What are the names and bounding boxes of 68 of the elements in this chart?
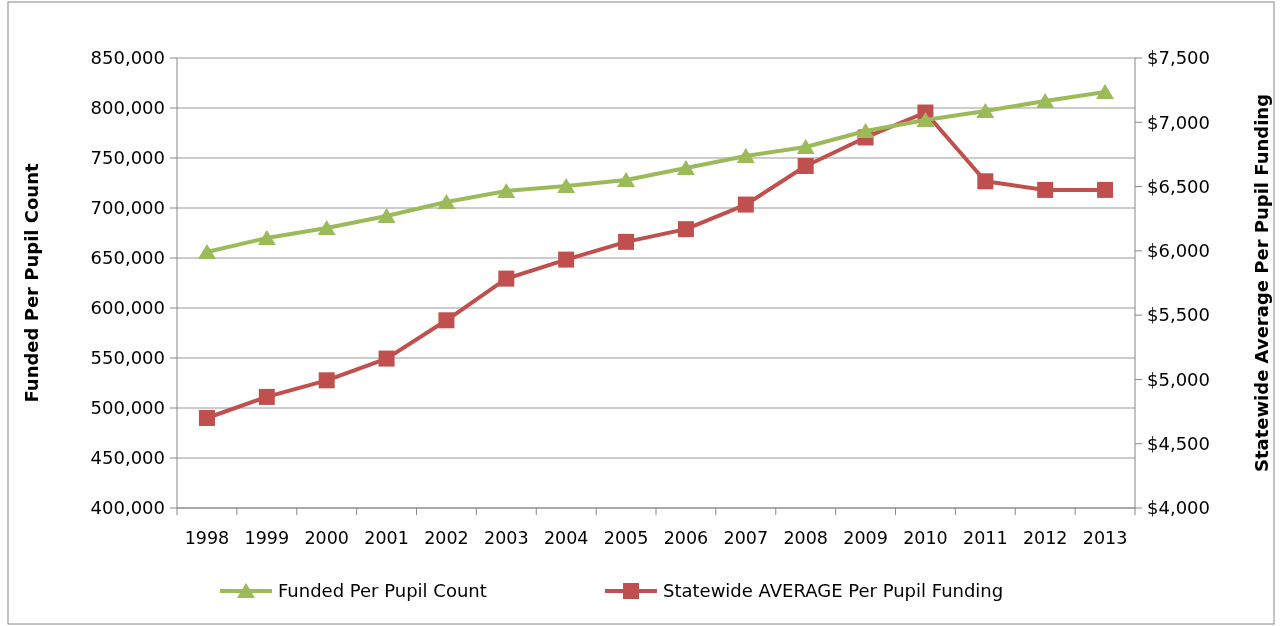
y2-tick-label: $4,500 <box>1147 433 1210 455</box>
point <box>198 410 215 426</box>
x-tick-label: 2003 <box>484 528 529 548</box>
point <box>317 220 336 235</box>
x-tick-label: 1998 <box>184 528 230 548</box>
point <box>1037 181 1054 198</box>
x-tick-label: 1999 <box>244 528 290 548</box>
y2-tick-label: $7,000 <box>1147 111 1210 133</box>
x-tick-label: 2005 <box>603 528 649 548</box>
point <box>1097 181 1114 198</box>
point <box>258 388 275 405</box>
point <box>377 208 396 223</box>
y-axis-title: Funded Per Pupil Count <box>21 163 42 403</box>
y2-tick-label: $5,000 <box>1147 368 1210 390</box>
y-tick-label: 400,000 <box>90 497 165 519</box>
point <box>618 233 635 250</box>
y2-tick-label: $4,000 <box>1147 497 1210 519</box>
point <box>797 158 814 174</box>
x-tick-label: 2000 <box>304 528 349 548</box>
point <box>378 350 395 367</box>
point <box>916 112 935 127</box>
x-tick-label: 2001 <box>364 528 409 548</box>
point <box>498 270 515 287</box>
y2-axis-title: Statewide Average Per Pupil Funding <box>1251 93 1272 473</box>
point <box>1096 84 1115 99</box>
x-tick-label: 2007 <box>723 528 769 548</box>
point <box>318 372 335 389</box>
x-tick-label: 2002 <box>424 528 469 548</box>
legend-label: Statewide AVERAGE Per Pupil Funding <box>663 580 1004 602</box>
x-tick-label: 2006 <box>663 528 709 548</box>
y2-tick-label: $7,500 <box>1147 47 1210 69</box>
x-tick-label: 2009 <box>843 528 888 548</box>
point <box>737 196 754 213</box>
point <box>796 139 815 154</box>
x-tick-label: 2004 <box>543 528 589 548</box>
x-tick-label: 2013 <box>1082 528 1128 548</box>
y-tick-label: 450,000 <box>90 447 165 469</box>
x-tick-label: 2008 <box>783 528 828 548</box>
point <box>1036 93 1055 108</box>
x-tick-label: 2012 <box>1022 528 1068 548</box>
y2-tick-label: $6,500 <box>1147 175 1210 197</box>
y2-tick-label: $5,500 <box>1147 304 1210 326</box>
y2-tick-label: $6,000 <box>1147 240 1210 262</box>
point <box>977 173 994 190</box>
point <box>677 221 694 238</box>
y-tick-label: 650,000 <box>90 247 165 269</box>
point <box>438 312 455 329</box>
y-tick-label: 850,000 <box>90 47 165 69</box>
point <box>557 178 576 193</box>
y-tick-label: 500,000 <box>90 397 165 419</box>
point <box>497 183 516 198</box>
point <box>257 230 276 245</box>
x-tick-label: 2010 <box>903 528 948 548</box>
y-tick-label: 600,000 <box>90 297 165 319</box>
point <box>558 251 575 268</box>
point <box>676 160 695 175</box>
y-tick-label: 550,000 <box>90 347 165 369</box>
legend-label: Funded Per Pupil Count <box>278 580 487 602</box>
point <box>856 123 875 138</box>
point <box>736 148 755 163</box>
y-tick-label: 700,000 <box>90 197 165 219</box>
x-tick-label: 2011 <box>963 528 1008 548</box>
point <box>976 103 995 118</box>
y-tick-label: 750,000 <box>90 147 165 169</box>
y-tick-label: 800,000 <box>90 97 165 119</box>
point <box>437 194 456 209</box>
point <box>617 172 636 187</box>
point <box>197 244 216 259</box>
